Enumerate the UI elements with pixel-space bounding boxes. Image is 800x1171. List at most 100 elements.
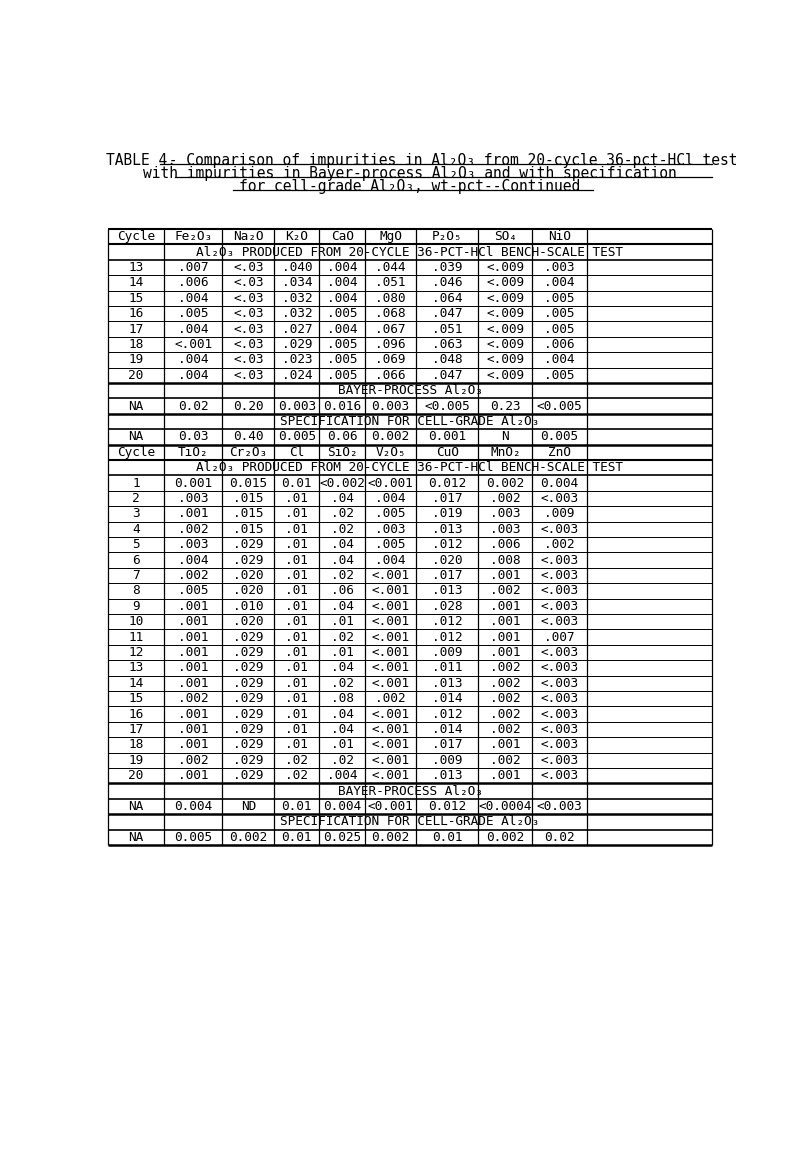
Text: .01: .01 [286, 507, 308, 520]
Text: 0.004: 0.004 [323, 800, 362, 813]
Text: 20: 20 [129, 369, 144, 382]
Text: 17: 17 [129, 323, 144, 336]
Text: .005: .005 [375, 539, 406, 552]
Text: 0.003: 0.003 [278, 399, 316, 412]
Text: NA: NA [129, 800, 144, 813]
Text: NiO: NiO [548, 231, 571, 244]
Text: .02: .02 [330, 754, 354, 767]
Text: .003: .003 [490, 523, 521, 536]
Text: .017: .017 [432, 492, 462, 505]
Text: <.001: <.001 [371, 723, 410, 737]
Text: .005: .005 [375, 507, 406, 520]
Text: .029: .029 [233, 539, 264, 552]
Text: 0.015: 0.015 [230, 477, 267, 489]
Text: .015: .015 [233, 507, 264, 520]
Text: .009: .009 [432, 754, 462, 767]
Text: .013: .013 [432, 769, 462, 782]
Text: .044: .044 [375, 261, 406, 274]
Text: .028: .028 [432, 600, 462, 612]
Text: 19: 19 [129, 754, 144, 767]
Text: .029: .029 [233, 754, 264, 767]
Text: MgO: MgO [379, 231, 402, 244]
Text: <.003: <.003 [541, 707, 578, 720]
Text: .005: .005 [178, 584, 209, 597]
Text: 6: 6 [132, 554, 140, 567]
Text: <.003: <.003 [541, 615, 578, 629]
Text: .080: .080 [375, 292, 406, 304]
Text: .004: .004 [544, 354, 575, 367]
Text: <.03: <.03 [233, 354, 264, 367]
Text: <.001: <.001 [371, 707, 410, 720]
Text: .06: .06 [330, 584, 354, 597]
Text: .002: .002 [490, 723, 521, 737]
Text: <.009: <.009 [486, 307, 524, 321]
Text: V₂O₅: V₂O₅ [375, 446, 406, 459]
Text: 14: 14 [129, 276, 144, 289]
Text: .029: .029 [233, 554, 264, 567]
Text: .004: .004 [375, 554, 406, 567]
Text: .002: .002 [490, 584, 521, 597]
Text: ZnO: ZnO [548, 446, 571, 459]
Text: Cl: Cl [290, 446, 305, 459]
Text: .067: .067 [375, 323, 406, 336]
Text: .01: .01 [286, 677, 308, 690]
Text: .001: .001 [490, 646, 521, 659]
Text: 0.001: 0.001 [174, 477, 213, 489]
Text: TABLE 4.: TABLE 4. [106, 153, 176, 167]
Text: for cell-grade Al₂O₃, wt-pct--Continued: for cell-grade Al₂O₃, wt-pct--Continued [239, 179, 581, 194]
Text: .012: .012 [432, 631, 462, 644]
Text: <.03: <.03 [233, 338, 264, 351]
Text: .001: .001 [178, 677, 209, 690]
Text: 8: 8 [132, 584, 140, 597]
Text: <.03: <.03 [233, 261, 264, 274]
Text: <.001: <.001 [371, 769, 410, 782]
Text: .01: .01 [286, 631, 308, 644]
Text: <0.001: <0.001 [368, 800, 414, 813]
Text: <.03: <.03 [233, 292, 264, 304]
Text: .04: .04 [330, 662, 354, 674]
Text: K₂O: K₂O [286, 231, 308, 244]
Text: 0.004: 0.004 [174, 800, 213, 813]
Text: .004: .004 [178, 323, 209, 336]
Text: .04: .04 [330, 723, 354, 737]
Text: <.03: <.03 [233, 323, 264, 336]
Text: .01: .01 [286, 707, 308, 720]
Text: Cycle: Cycle [117, 446, 155, 459]
Text: 7: 7 [132, 569, 140, 582]
Text: <.001: <.001 [371, 739, 410, 752]
Text: SPECIFICATION FOR CELL-GRADE Al₂O₃: SPECIFICATION FOR CELL-GRADE Al₂O₃ [280, 815, 540, 828]
Text: 0.005: 0.005 [541, 431, 578, 444]
Text: <0.002: <0.002 [319, 477, 365, 489]
Text: .005: .005 [327, 354, 358, 367]
Text: .011: .011 [432, 662, 462, 674]
Text: .01: .01 [286, 539, 308, 552]
Text: SPECIFICATION FOR CELL-GRADE Al₂O₃: SPECIFICATION FOR CELL-GRADE Al₂O₃ [280, 415, 540, 429]
Text: .013: .013 [432, 584, 462, 597]
Text: .01: .01 [286, 692, 308, 705]
Text: <.009: <.009 [486, 261, 524, 274]
Text: .001: .001 [178, 507, 209, 520]
Text: .002: .002 [490, 692, 521, 705]
Text: .029: .029 [233, 769, 264, 782]
Text: .066: .066 [375, 369, 406, 382]
Text: .002: .002 [178, 692, 209, 705]
Text: <.009: <.009 [486, 323, 524, 336]
Text: .004: .004 [178, 554, 209, 567]
Text: 0.01: 0.01 [282, 477, 312, 489]
Text: Fe₂O₃: Fe₂O₃ [174, 231, 213, 244]
Text: .04: .04 [330, 600, 354, 612]
Text: 0.003: 0.003 [371, 399, 410, 412]
Text: .003: .003 [490, 507, 521, 520]
Text: .005: .005 [327, 307, 358, 321]
Text: .032: .032 [282, 292, 312, 304]
Text: .002: .002 [178, 754, 209, 767]
Text: .001: .001 [490, 569, 521, 582]
Text: .004: .004 [327, 276, 358, 289]
Text: .04: .04 [330, 492, 354, 505]
Text: .029: .029 [233, 723, 264, 737]
Text: .007: .007 [544, 631, 575, 644]
Text: <.001: <.001 [371, 584, 410, 597]
Text: .01: .01 [286, 662, 308, 674]
Text: <.001: <.001 [371, 662, 410, 674]
Text: <.001: <.001 [371, 646, 410, 659]
